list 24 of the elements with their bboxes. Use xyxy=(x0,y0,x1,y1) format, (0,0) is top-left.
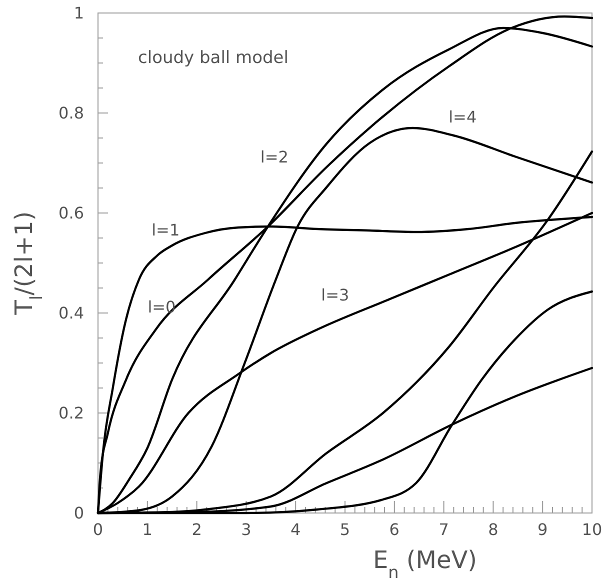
x-tick-label: 0 xyxy=(92,520,104,539)
x-tick-label: 10 xyxy=(582,520,602,539)
annotation: cloudy ball model xyxy=(138,48,288,68)
y-tick-label: 0 xyxy=(74,504,84,523)
x-tick-label: 2 xyxy=(192,520,202,539)
series-label: l=2 xyxy=(260,148,288,167)
x-tick-label: 6 xyxy=(389,520,400,539)
series-label: l=0 xyxy=(148,298,176,317)
x-tick-label: 7 xyxy=(438,520,449,539)
x-tick-label: 3 xyxy=(241,520,252,539)
x-tick-label: 9 xyxy=(538,520,548,539)
x-tick-label: 5 xyxy=(340,520,350,539)
x-tick-label: 4 xyxy=(290,520,301,539)
x-tick-label: 1 xyxy=(142,520,152,539)
series-label: l=4 xyxy=(448,108,477,127)
series-label: l=1 xyxy=(152,220,180,240)
y-tick-label: 0.8 xyxy=(58,104,84,123)
x-tick-label: 8 xyxy=(488,520,498,539)
x-axis-title: E$_{n}$ (MeV) xyxy=(372,546,478,582)
y-tick-label: 1 xyxy=(74,4,84,23)
y-tick-label: 0.2 xyxy=(58,404,84,423)
y-tick-label: 0.6 xyxy=(58,204,84,223)
series-label: l=3 xyxy=(321,286,350,305)
y-tick-label: 0.4 xyxy=(58,304,84,323)
